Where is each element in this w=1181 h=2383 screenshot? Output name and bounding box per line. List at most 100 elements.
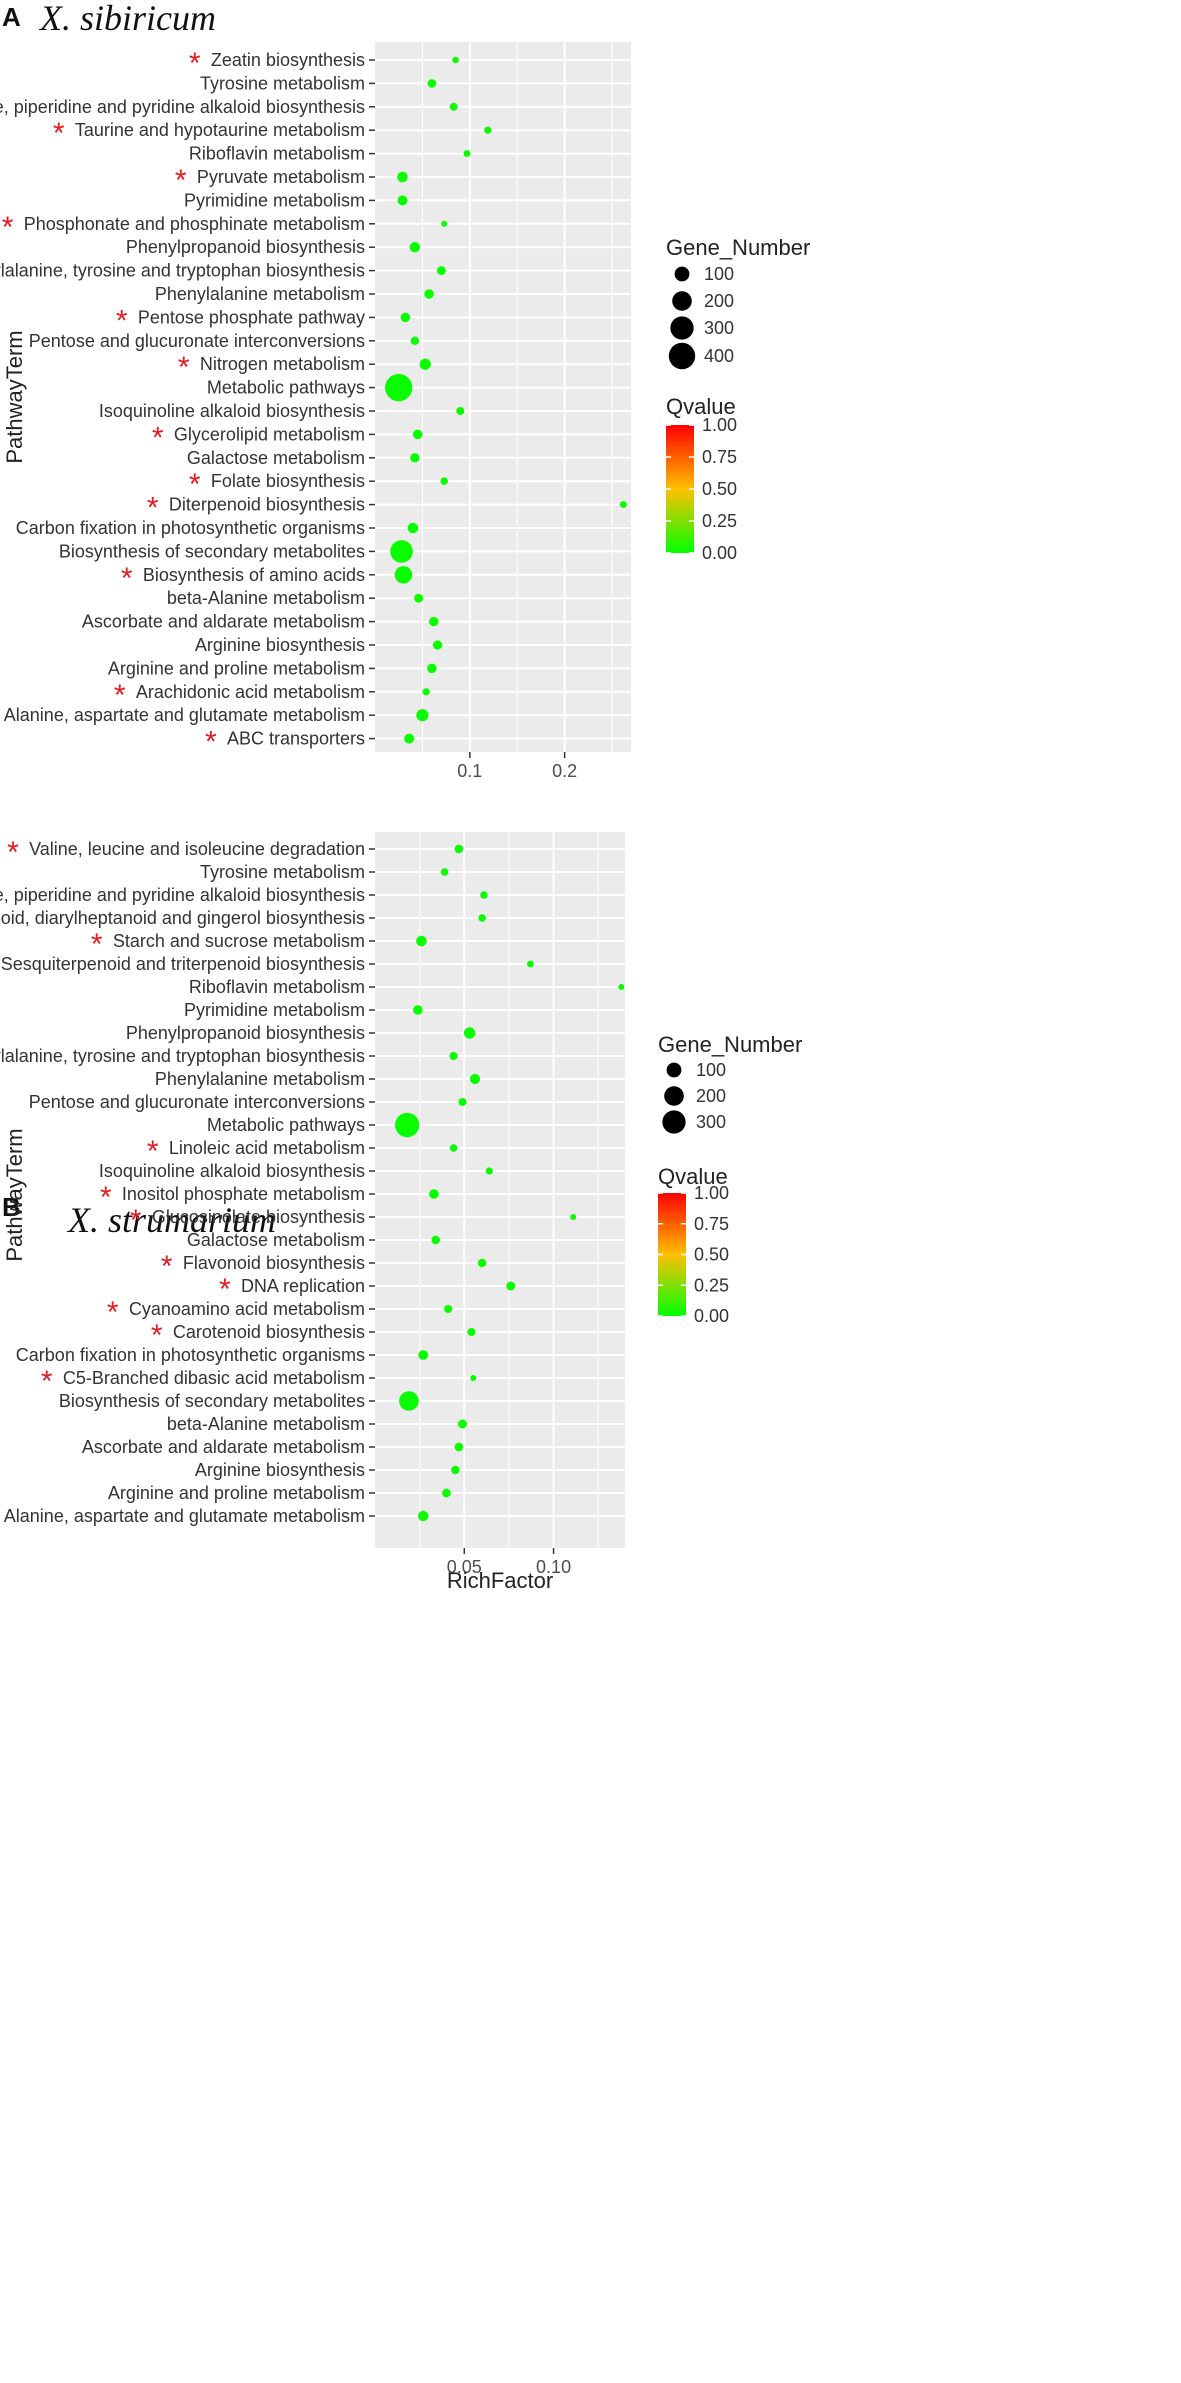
color-bar-label: 0.25: [702, 511, 737, 531]
pathway-label: Valine, leucine and isoleucine degradati…: [29, 839, 365, 859]
size-legend-dot: [666, 1062, 682, 1078]
pathway-label: Phenylpropanoid biosynthesis: [126, 237, 365, 257]
significance-asterisk: *: [161, 1250, 173, 1283]
data-point: [442, 1488, 451, 1498]
significance-asterisk: *: [53, 117, 65, 150]
data-point: [467, 1327, 476, 1337]
pathway-label: Pentose and glucuronate interconversions: [29, 331, 365, 351]
pathway-label: Pentose and glucuronate interconversions: [29, 1092, 365, 1112]
data-point: [413, 1005, 423, 1015]
data-point: [394, 566, 413, 584]
pathway-label: Glucosinolate biosynthesis: [152, 1207, 365, 1227]
data-point: [424, 289, 434, 299]
pathway-label: Arginine biosynthesis: [195, 1460, 365, 1480]
data-point: [485, 1167, 493, 1175]
data-point: [470, 1375, 477, 1381]
significance-asterisk: *: [147, 1135, 159, 1168]
pathway-label: beta-Alanine metabolism: [167, 588, 365, 608]
color-legend-title: Qvalue: [658, 1164, 728, 1189]
data-point: [456, 406, 465, 416]
pathway-label: Alanine, aspartate and glutamate metabol…: [4, 705, 365, 725]
data-point: [422, 688, 430, 696]
pathway-label: ABC transporters: [227, 729, 365, 749]
y-axis-title: PathwayTerm: [2, 1128, 27, 1261]
data-point: [480, 891, 488, 899]
pathway-label: Pentose phosphate pathway: [138, 307, 365, 327]
size-legend-dot: [672, 291, 692, 311]
data-point: [399, 1391, 419, 1411]
pathway-label: Metabolic pathways: [207, 1115, 365, 1135]
color-bar-label: 1.00: [702, 415, 737, 435]
data-point: [397, 171, 408, 183]
pathway-label: Galactose metabolism: [187, 1230, 365, 1250]
significance-asterisk: *: [175, 164, 187, 197]
significance-asterisk: *: [114, 679, 126, 712]
data-point: [410, 453, 420, 463]
data-point: [449, 102, 458, 111]
data-point: [410, 336, 420, 345]
data-point: [427, 663, 437, 674]
plot-panel: [375, 832, 625, 1548]
significance-asterisk: *: [2, 211, 14, 244]
size-legend-label: 200: [696, 1086, 726, 1106]
chart-b: Valine, leucine and isoleucine degradati…: [0, 832, 802, 1593]
data-point: [404, 733, 415, 744]
pathway-label: Biosynthesis of amino acids: [143, 565, 365, 585]
significance-asterisk: *: [116, 304, 128, 337]
pathway-label: Phenylpropanoid biosynthesis: [126, 1023, 365, 1043]
data-point: [440, 868, 449, 876]
pathway-label: Carbon fixation in photosynthetic organi…: [16, 518, 365, 538]
data-point: [418, 1510, 429, 1522]
data-point: [436, 266, 446, 276]
significance-asterisk: *: [100, 1181, 112, 1214]
data-point: [429, 1189, 439, 1199]
pathway-label: Tropane, piperidine and pyridine alkaloi…: [0, 885, 365, 905]
color-bar-label: 0.00: [702, 543, 737, 563]
color-bar-label: 0.75: [694, 1214, 729, 1234]
significance-asterisk: *: [151, 1319, 163, 1352]
pathway-label: Isoquinoline alkaloid biosynthesis: [99, 1161, 365, 1181]
panel-b-letter: B: [2, 1192, 21, 1222]
pathway-label: Carotenoid biosynthesis: [173, 1322, 365, 1342]
data-point: [619, 501, 627, 509]
size-legend-title: Gene_Number: [666, 235, 810, 260]
x-tick-label: 0.2: [552, 761, 577, 781]
data-point: [463, 150, 471, 158]
significance-asterisk: *: [41, 1365, 53, 1398]
data-point: [506, 1281, 516, 1291]
pathway-label: Biosynthesis of secondary metabolites: [59, 541, 365, 561]
data-point: [414, 593, 424, 603]
data-point: [469, 1073, 481, 1085]
data-point: [454, 1442, 464, 1452]
pathway-label: DNA replication: [241, 1276, 365, 1296]
data-point: [427, 79, 437, 88]
color-bar-label: 0.00: [694, 1306, 729, 1326]
significance-asterisk: *: [152, 421, 164, 454]
significance-asterisk: *: [91, 928, 103, 961]
significance-asterisk: *: [219, 1273, 231, 1306]
data-point: [418, 1350, 429, 1360]
panel-b-title: X. strumarium: [66, 1200, 276, 1240]
pathway-label: Riboflavin metabolism: [189, 977, 365, 997]
data-point: [618, 983, 625, 991]
pathway-label: Biosynthesis of secondary metabolites: [59, 1391, 365, 1411]
data-point: [412, 429, 423, 440]
size-legend-label: 300: [696, 1112, 726, 1132]
x-axis-title: RichFactor: [447, 1568, 553, 1593]
data-point: [526, 960, 534, 968]
pathway-label: Arginine and proline metabolism: [108, 658, 365, 678]
pathway-label: C5-Branched dibasic acid metabolism: [63, 1368, 365, 1388]
data-point: [385, 373, 413, 402]
data-point: [449, 1144, 458, 1152]
data-point: [484, 126, 492, 134]
size-legend-label: 100: [704, 264, 734, 284]
data-point: [458, 1097, 467, 1107]
pathway-label: Phenylalanine metabolism: [155, 284, 365, 304]
pathway-label: Starch and sucrose metabolism: [113, 931, 365, 951]
data-point: [416, 709, 429, 722]
color-bar-label: 0.25: [694, 1275, 729, 1295]
data-point: [409, 242, 420, 253]
pathway-label: beta-Alanine metabolism: [167, 1414, 365, 1434]
pathway-label: Folate biosynthesis: [211, 471, 365, 491]
significance-asterisk: *: [121, 562, 133, 595]
